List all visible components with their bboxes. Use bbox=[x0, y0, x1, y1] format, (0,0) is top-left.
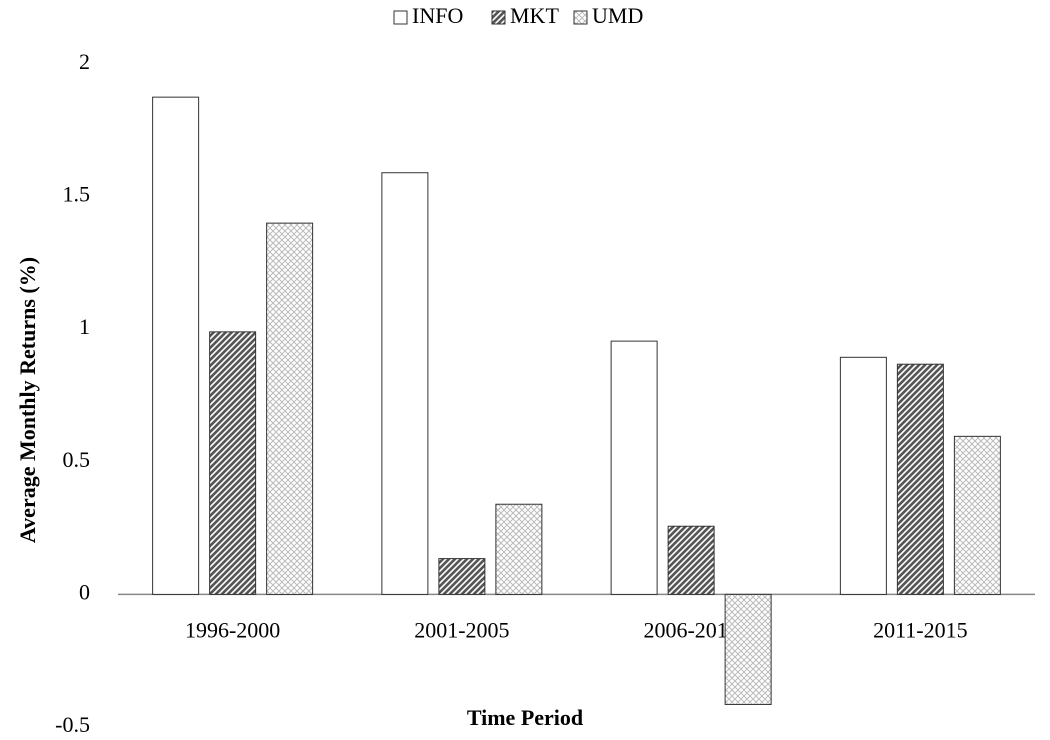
y-tick-label: 1 bbox=[79, 314, 90, 339]
bar bbox=[495, 503, 543, 595]
legend-label: UMD bbox=[592, 3, 643, 28]
legend-swatch bbox=[491, 10, 506, 25]
bar bbox=[724, 593, 772, 705]
bar bbox=[438, 558, 486, 595]
legend-label: MKT bbox=[510, 3, 559, 28]
bar bbox=[839, 356, 887, 595]
x-tick-label: 2006-2010 bbox=[643, 617, 738, 642]
legend-swatch bbox=[573, 10, 588, 25]
x-tick-label: 2011-2015 bbox=[873, 617, 968, 642]
bar bbox=[953, 435, 1001, 595]
legend-swatch bbox=[393, 10, 408, 25]
x-tick-label: 1996-2000 bbox=[185, 617, 280, 642]
legend-label: INFO bbox=[412, 3, 463, 28]
bar bbox=[667, 525, 715, 595]
y-axis-title: Average Monthly Returns (%) bbox=[15, 257, 40, 543]
y-tick-label: -0.5 bbox=[55, 712, 90, 737]
y-tick-label: 0.5 bbox=[63, 447, 91, 472]
bar bbox=[266, 222, 314, 595]
y-tick-label: 0 bbox=[79, 579, 90, 604]
bar bbox=[896, 363, 944, 595]
bar bbox=[152, 96, 200, 595]
bar bbox=[209, 331, 257, 595]
bar bbox=[610, 340, 658, 595]
x-axis-title: Time Period bbox=[467, 705, 583, 730]
y-tick-label: 2 bbox=[79, 49, 90, 74]
y-tick-label: 1.5 bbox=[63, 182, 91, 207]
bar bbox=[381, 172, 429, 595]
x-tick-label: 2001-2005 bbox=[414, 617, 509, 642]
